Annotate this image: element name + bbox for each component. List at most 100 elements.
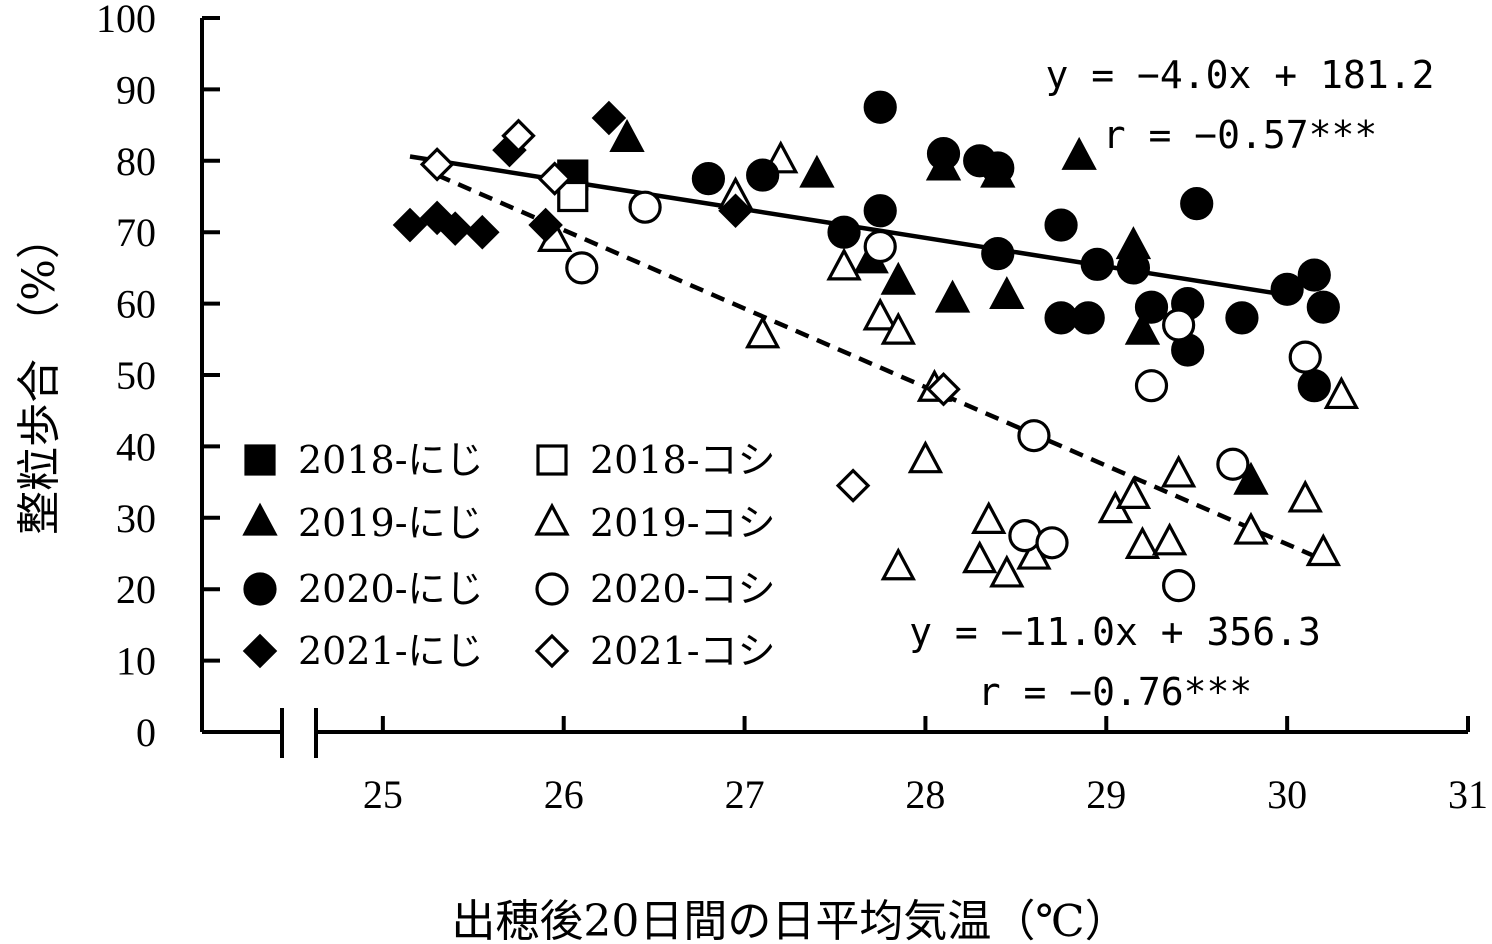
x-axis-title: 出穂後20日間の日平均気温（℃） <box>451 896 1128 944</box>
data-point-2019-コシ <box>880 311 916 345</box>
data-point-2020-コシ <box>1162 569 1196 603</box>
y-tick-label: 100 <box>96 0 156 41</box>
data-point-2021-にじ <box>465 214 500 250</box>
data-point-2019-にじ <box>880 261 916 295</box>
legend-label: 2021-コシ <box>590 629 776 673</box>
x-tick-label: 29 <box>1086 772 1126 817</box>
regression-r-2: r = −0.76*** <box>978 670 1253 714</box>
y-tick-label: 90 <box>116 67 156 112</box>
data-point-2020-にじ <box>863 194 897 228</box>
y-tick-label: 70 <box>116 210 156 255</box>
data-point-2020-にじ <box>1134 290 1169 324</box>
data-point-2019-コシ <box>1151 522 1188 556</box>
data-point-2020-にじ <box>981 237 1015 271</box>
data-point-2020-にじ <box>1080 247 1114 281</box>
data-point-2020-にじ <box>1071 301 1105 335</box>
regression-equation-2: y = −11.0x + 356.3 <box>909 610 1321 654</box>
data-point-2021-コシ <box>926 372 961 407</box>
y-tick-label: 80 <box>116 139 156 184</box>
data-point-2019-にじ <box>1233 461 1269 495</box>
data-point-2019-にじ <box>1061 136 1097 170</box>
legend: 2018-にじ 2018-コシ 2019-にじ 2019-コシ 2020-にじ 2020-… <box>242 438 776 673</box>
data-point-2020-コシ <box>1035 526 1069 560</box>
regression-equation-1: y = −4.0x + 181.2 <box>1046 53 1435 97</box>
y-tick-label: 40 <box>116 424 156 469</box>
data-point-2021-コシ <box>537 161 572 196</box>
data-point-2020-にじ <box>1297 369 1331 403</box>
legend-marker <box>535 572 569 606</box>
data-point-2020-にじ <box>926 137 961 171</box>
data-point-2020-にじ <box>827 215 861 249</box>
data-point-2020-コシ <box>863 229 897 264</box>
data-point-2019-コシ <box>1115 475 1152 509</box>
y-tick-label: 60 <box>116 282 156 327</box>
data-point-2020-にじ <box>746 158 780 192</box>
y-tick-label: 0 <box>136 710 156 755</box>
legend-marker <box>244 444 276 476</box>
data-point-2021-にじ <box>718 193 753 229</box>
data-point-2020-コシ <box>1134 369 1169 403</box>
regression-r-1: r = −0.57*** <box>1103 113 1378 157</box>
legend-marker <box>536 444 568 476</box>
data-point-2019-コシ <box>1124 525 1161 559</box>
data-point-2019-コシ <box>1160 454 1197 488</box>
data-point-2019-コシ <box>880 547 916 581</box>
data-point-2020-コシ <box>1288 340 1322 374</box>
legend-marker <box>242 502 278 536</box>
data-point-2021-にじ <box>591 100 627 136</box>
data-point-2020-にじ <box>1225 301 1259 335</box>
x-tick-label: 28 <box>905 772 945 817</box>
data-point-2020-にじ <box>1297 258 1331 292</box>
data-point-2019-にじ <box>1124 311 1161 345</box>
data-point-2020-コシ <box>628 190 662 224</box>
tick-labels: 0 10 20 30 40 50 60 70 80 90 100 25 26 27 28 29 30 31 <box>96 0 1488 817</box>
x-tick-label: 26 <box>544 772 584 817</box>
x-tick-label: 25 <box>363 772 403 817</box>
data-point-2020-にじ <box>1306 290 1340 324</box>
y-tick-label: 20 <box>116 567 156 612</box>
legend-label: 2019-にじ <box>298 501 484 545</box>
data-points <box>392 90 1360 603</box>
data-point-2019-にじ <box>609 118 645 152</box>
legend-marker <box>534 502 570 536</box>
data-point-2020-にじ <box>1180 187 1214 221</box>
x-tick-label: 31 <box>1448 772 1488 817</box>
data-point-2020-にじ <box>981 151 1015 185</box>
data-point-2019-にじ <box>934 279 971 313</box>
data-point-2020-にじ <box>1044 301 1078 335</box>
data-point-2019-コシ <box>1323 376 1360 410</box>
data-point-2020-にじ <box>691 162 726 196</box>
y-tick-label: 50 <box>116 353 156 398</box>
data-point-2019-コシ <box>989 554 1025 588</box>
y-tick-label: 30 <box>116 496 156 541</box>
data-point-2020-コシ <box>1216 447 1250 481</box>
data-point-2019-コシ <box>744 315 781 349</box>
data-point-2019-コシ <box>1233 511 1269 545</box>
y-axis-title: 整粒歩合 （%） <box>14 215 65 535</box>
legend-label: 2018-にじ <box>298 438 484 482</box>
regression-line-2 <box>436 173 1325 562</box>
data-point-2020-コシ <box>565 251 599 285</box>
data-point-2019-コシ <box>826 247 862 281</box>
legend-marker <box>243 572 277 606</box>
data-point-2019-コシ <box>1305 533 1341 567</box>
data-point-2019-コシ <box>862 297 898 331</box>
data-point-2019-にじ <box>989 276 1025 310</box>
data-point-2021-にじ <box>437 211 473 246</box>
data-point-2018-コシ <box>557 180 589 213</box>
data-point-2021-にじ <box>528 207 563 243</box>
legend-label: 2019-コシ <box>590 501 776 545</box>
data-point-2019-にじ <box>799 154 835 188</box>
data-point-2021-コシ <box>501 118 536 154</box>
legend-label: 2018-コシ <box>590 438 776 482</box>
x-tick-label: 27 <box>725 772 765 817</box>
legend-label: 2021-にじ <box>298 629 484 673</box>
legend-label: 2020-コシ <box>590 567 776 611</box>
data-point-2019-コシ <box>907 440 944 474</box>
axes <box>200 16 1470 758</box>
data-point-2020-コシ <box>1008 519 1042 553</box>
y-tick-label: 10 <box>116 639 156 684</box>
data-point-2020-にじ <box>1044 208 1078 242</box>
legend-marker <box>242 633 278 669</box>
